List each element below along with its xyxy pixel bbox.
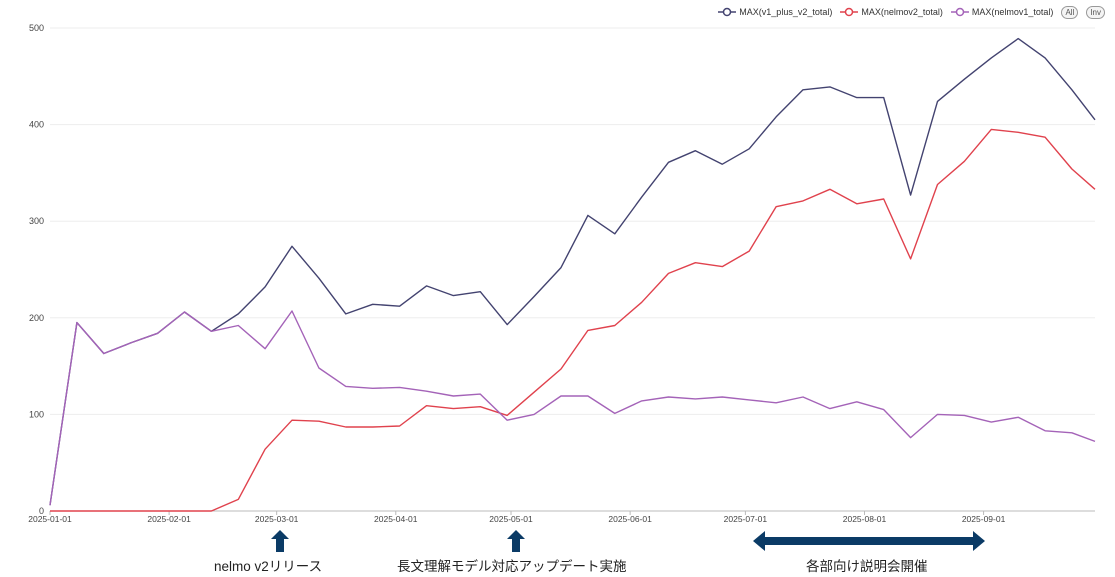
y-tick-label: 300 [29, 216, 44, 226]
legend-label: MAX(nelmov2_total) [861, 7, 943, 17]
annotation-v2-release: nelmo v2リリース [214, 559, 323, 574]
legend-marker-icon [840, 7, 859, 17]
legend-invert-button[interactable]: Inv [1086, 5, 1105, 19]
up-arrow-icon [271, 530, 289, 552]
y-tick-label: 200 [29, 313, 44, 323]
x-tick-label: 2025-06-01 [608, 514, 652, 524]
x-tick-label: 2025-09-01 [962, 514, 1006, 524]
x-tick-label: 2025-01-01 [28, 514, 72, 524]
x-tick-label: 2025-05-01 [489, 514, 533, 524]
legend-label: MAX(nelmov1_total) [971, 7, 1054, 17]
x-tick-label: 2025-03-01 [255, 514, 299, 524]
x-axis: 2025-01-01 2025-02-01 2025-03-01 2025-04-01… [28, 511, 1006, 524]
annotation-long-text-update: 長文理解モデル対応アップデート実施 [397, 559, 627, 574]
legend-item-v1-plus-v2[interactable]: MAX(v1_plus_v2_total) [718, 7, 832, 17]
annotation-briefing-sessions: 各部向け説明会開催 [806, 559, 928, 574]
legend-marker-icon [950, 7, 969, 17]
series-lines [49, 37, 1096, 512]
up-arrow-icon [507, 530, 525, 552]
series-line-2 [49, 310, 1096, 506]
legend-item-nelmov1[interactable]: MAX(nelmov1_total) [950, 7, 1054, 17]
x-tick-label: 2025-02-01 [147, 514, 191, 524]
y-tick-label: 400 [29, 120, 44, 130]
series-line-1 [50, 128, 1096, 512]
x-tick-label: 2025-07-01 [724, 514, 768, 524]
x-tick-label: 2025-04-01 [374, 514, 418, 524]
double-arrow-icon [753, 531, 985, 551]
y-tick-label: 100 [29, 409, 44, 419]
legend: MAX(v1_plus_v2_total) MAX(nelmov2_total)… [718, 5, 1105, 19]
y-tick-label: 0 [39, 506, 44, 516]
y-axis: 0 100 200 300 400 500 [29, 23, 44, 516]
legend-label: MAX(v1_plus_v2_total) [739, 7, 833, 17]
y-tick-label: 500 [29, 23, 44, 33]
legend-item-nelmov2[interactable]: MAX(nelmov2_total) [840, 7, 943, 17]
series-line-0 [49, 37, 1096, 506]
legend-marker-icon [718, 7, 737, 17]
grid-lines [50, 27, 1095, 512]
legend-all-button[interactable]: All [1061, 5, 1079, 19]
x-tick-label: 2025-08-01 [843, 514, 887, 524]
